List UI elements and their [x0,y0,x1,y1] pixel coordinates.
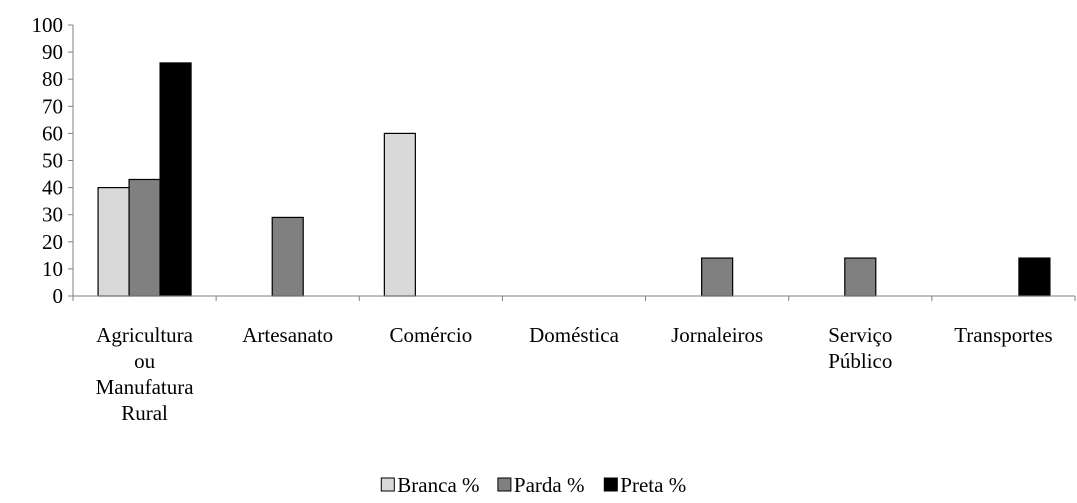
bar-parda [271,216,304,297]
y-tick-label: 60 [42,121,63,145]
y-tick-label: 80 [42,67,63,91]
x-category-label: Artesanato [242,323,333,347]
bar-preta [1018,257,1051,297]
x-category-label: Comércio [389,323,472,347]
y-tick-label: 70 [42,94,63,118]
x-axis-ticks [72,296,1076,301]
x-category-label: Agricultura ou Manufatura Rural [96,323,195,425]
bar-parda [701,257,734,297]
y-tick-label: 90 [42,40,63,64]
legend-label: Branca % [397,473,479,497]
legend: Branca % Parda % Preta % [380,473,686,497]
legend-swatch [603,477,618,492]
y-tick-label: 40 [42,176,63,200]
legend-label: Preta % [620,473,686,497]
legend-label: Parda % [514,473,585,497]
y-axis-ticks: 0 10 20 30 40 50 60 70 80 90 100 [32,13,73,308]
y-tick-label: 30 [42,203,63,227]
bar-preta [159,62,192,297]
y-tick-label: 100 [32,13,64,37]
y-tick-label: 0 [53,284,64,308]
category-labels: Agricultura ou Manufatura Rural Artesanato Co… [96,323,1053,425]
bars [97,62,1051,297]
legend-swatch [497,477,512,492]
bar-parda [128,178,161,297]
x-category-label: Transportes [954,323,1052,347]
y-tick-label: 10 [42,257,63,281]
bar-branca [383,132,416,297]
bar-parda [844,257,877,297]
x-category-label: Doméstica [529,323,619,347]
x-category-label: Serviço Público [828,323,892,373]
x-category-label: Jornaleiros [671,323,763,347]
bar-branca [97,187,130,297]
y-tick-label: 20 [42,230,63,254]
legend-swatch [380,477,395,492]
y-tick-label: 50 [42,149,63,173]
